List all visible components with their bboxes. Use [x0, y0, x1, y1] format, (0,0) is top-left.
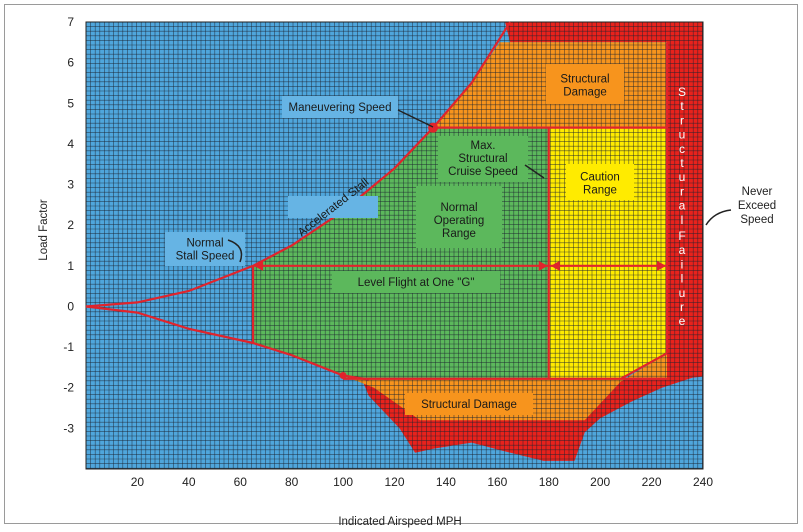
cruise-label-box [438, 136, 528, 182]
negative-stall-point [339, 372, 347, 380]
arrowhead-left [254, 260, 264, 271]
structural-failure-letter: S [678, 85, 686, 99]
y-tick-label: 3 [67, 178, 74, 192]
x-tick-label: 160 [487, 475, 507, 489]
structural-failure-letter: a [679, 199, 686, 213]
x-tick-label: 200 [590, 475, 610, 489]
structural-failure-letter: e [679, 314, 686, 328]
x-tick-label: 100 [333, 475, 353, 489]
x-tick-label: 120 [384, 475, 404, 489]
structural-damage-top-box [546, 64, 624, 104]
structural-damage-top-label: Structural Damage [560, 74, 609, 99]
structural-failure-letter: l [681, 213, 684, 227]
x-tick-label: 20 [131, 475, 145, 489]
arrowhead-caution-right [657, 260, 667, 271]
structural-failure-letter: r [680, 113, 684, 127]
structural-failure-letter: r [680, 300, 684, 314]
positive-stall-curve [85, 21, 512, 308]
y-tick-label: 5 [67, 96, 74, 110]
x-tick-label: 220 [642, 475, 662, 489]
caution-box [566, 164, 634, 200]
y-tick-label: 7 [67, 15, 74, 29]
stall-pointer [227, 239, 243, 263]
x-tick-label: 180 [539, 475, 559, 489]
maneuvering-point [428, 122, 439, 133]
structural-failure-letter: u [679, 170, 686, 184]
normal-stall-box [165, 232, 245, 266]
structural-failure-letter: i [681, 257, 684, 271]
y-tick-label: -2 [63, 381, 74, 395]
maneuvering-speed-label: Maneuvering Speed [289, 102, 392, 114]
lines-layer [85, 21, 669, 381]
x-tick-label: 60 [234, 475, 248, 489]
normal-operating-label: Normal Operating Range [434, 202, 485, 240]
structural-failure-letter: t [680, 156, 684, 170]
structural-failure-letter: a [679, 243, 686, 257]
structural-failure-letter: c [679, 142, 685, 156]
grid-layer [85, 21, 704, 470]
y-tick-label: 4 [67, 137, 74, 151]
cruise-pointer [524, 164, 545, 179]
x-tick-label: 80 [285, 475, 299, 489]
arrowhead-right [538, 260, 548, 271]
x-axis-label: Indicated Airspeed MPH [338, 516, 461, 528]
structural-damage-bottom-label: Structural Damage [421, 399, 517, 411]
structural-failure-area [363, 22, 703, 461]
y-tick-label: 2 [67, 218, 74, 232]
y-tick-label: 0 [67, 299, 74, 313]
x-tick-label: 240 [693, 475, 713, 489]
ticks-layer: 20 40 60 80 100 120 140 160 180 200 220 240 7 6 5 4 3 2 1 0… [63, 15, 713, 489]
maneuvering-speed-box [282, 96, 398, 118]
maneuvering-pointer [397, 109, 434, 128]
level-flight-box [332, 271, 500, 293]
normal-stall-label: Normal Stall Speed [176, 238, 235, 263]
y-axis-label: Load Factor [38, 199, 50, 261]
y-tick-label: 1 [67, 259, 74, 273]
y-tick-label: -3 [63, 421, 74, 435]
never-exceed-pointer [705, 209, 732, 226]
structural-failure-letter: u [679, 286, 686, 300]
caution-range-label: Caution Range [580, 172, 620, 197]
structural-damage-bottom-box [405, 393, 533, 415]
level-flight-label: Level Flight at One "G" [358, 277, 475, 289]
structural-failure-letter: t [680, 99, 684, 113]
plot-border [85, 21, 704, 470]
y-tick-label: -1 [63, 340, 74, 354]
max-cruise-label: Max. Structural Cruise Speed [448, 140, 518, 178]
x-tick-label: 140 [436, 475, 456, 489]
negative-gust-line [620, 352, 668, 380]
accelerated-stall-box [288, 196, 378, 218]
arrowhead-caution-left [550, 260, 560, 271]
structural-failure-letter: r [680, 184, 684, 198]
y-tick-label: 6 [67, 56, 74, 70]
never-exceed-label: Never Exceed Speed [738, 186, 776, 226]
chart-frame [4, 4, 798, 524]
x-tick-label: 40 [182, 475, 196, 489]
structural-failure-letter: F [678, 229, 685, 243]
normal-range-box [416, 186, 502, 248]
structural-failure-letter: l [681, 272, 684, 286]
structural-failure-letter: u [679, 128, 686, 142]
